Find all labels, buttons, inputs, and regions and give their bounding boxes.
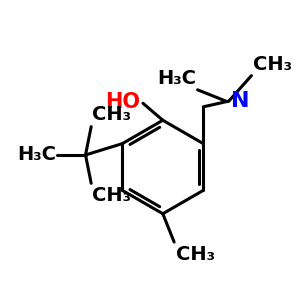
Text: CH₃: CH₃ [92,185,131,205]
Text: CH₃: CH₃ [176,245,214,264]
Text: HO: HO [105,92,140,112]
Text: H₃C: H₃C [17,145,56,164]
Text: H₃C: H₃C [157,69,196,88]
Text: CH₃: CH₃ [253,55,292,74]
Text: N: N [231,91,250,111]
Text: CH₃: CH₃ [92,105,131,124]
